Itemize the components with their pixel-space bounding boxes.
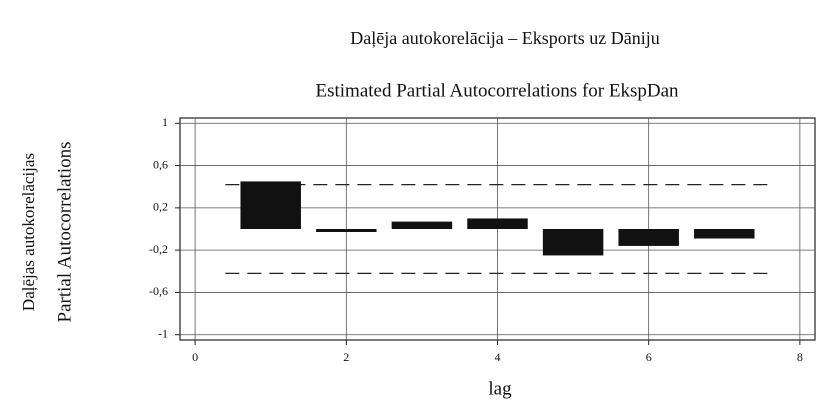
bar bbox=[542, 229, 604, 256]
x-axis-label: lag bbox=[488, 378, 512, 399]
y-tick-label: 1 bbox=[162, 115, 168, 129]
x-tick-label: 6 bbox=[646, 350, 652, 364]
y-tick-label: -0,2 bbox=[149, 242, 168, 256]
x-tick-label: 4 bbox=[495, 350, 501, 364]
y-tick-label: -1 bbox=[158, 326, 168, 340]
x-tick-label: 2 bbox=[343, 350, 349, 364]
y-tick-label: -0,6 bbox=[149, 284, 168, 298]
chart-title: Daļēja autokorelācija – Eksports uz Dāni… bbox=[350, 28, 659, 48]
bar bbox=[391, 221, 453, 229]
bar bbox=[240, 181, 301, 229]
y-axis-label: Partial Autocorrelations bbox=[54, 142, 75, 323]
chart-subtitle: Estimated Partial Autocorrelations for E… bbox=[315, 80, 679, 101]
x-tick-label: 8 bbox=[797, 350, 803, 364]
y-axis-label: Daļējas autokorelācijas bbox=[19, 153, 38, 311]
bar bbox=[316, 229, 377, 232]
bar bbox=[694, 229, 755, 239]
y-tick-label: 0,6 bbox=[153, 157, 168, 171]
bar bbox=[467, 218, 528, 229]
y-tick-label: 0,2 bbox=[153, 200, 168, 214]
x-tick-label: 0 bbox=[192, 350, 198, 364]
bar bbox=[618, 229, 679, 246]
